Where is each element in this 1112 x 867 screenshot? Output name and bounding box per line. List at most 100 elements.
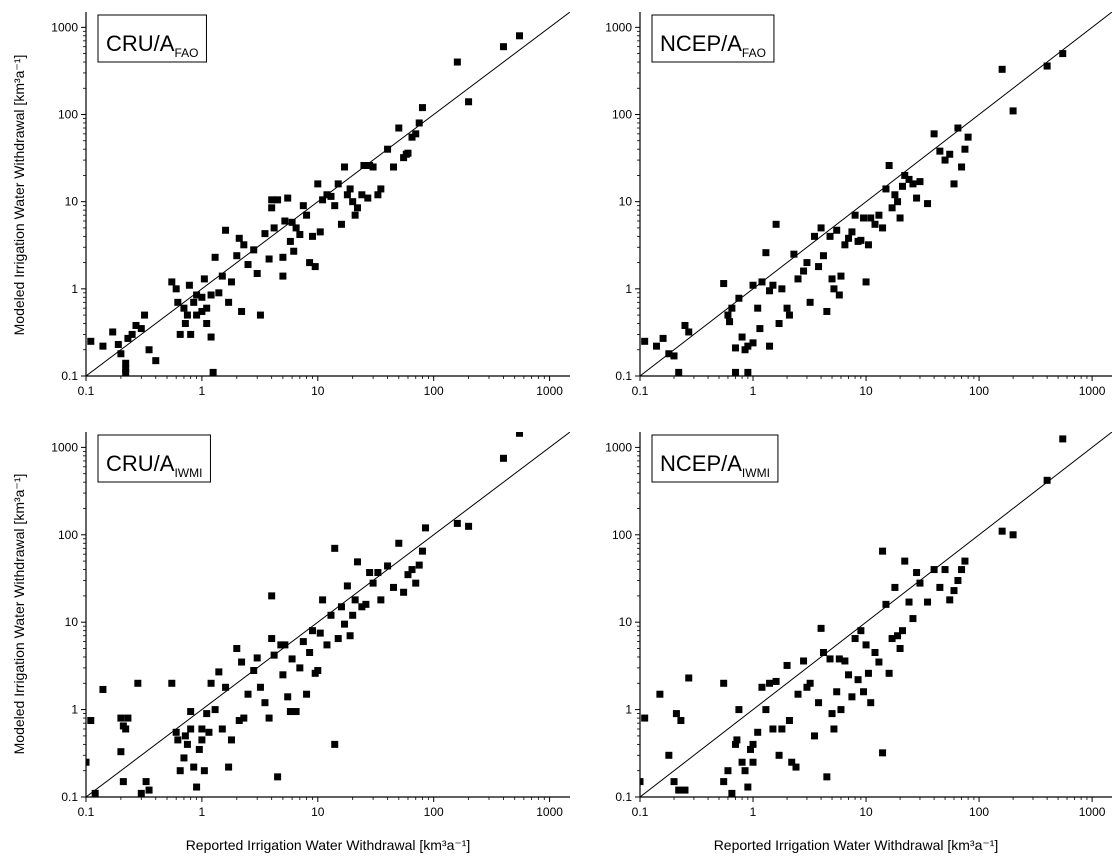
data-point bbox=[1059, 50, 1067, 58]
data-point bbox=[800, 267, 808, 275]
data-point bbox=[677, 717, 685, 725]
data-point bbox=[453, 519, 461, 527]
data-point bbox=[168, 278, 176, 286]
data-point bbox=[851, 635, 859, 643]
y-tick-label: 0.1 bbox=[615, 790, 632, 804]
x-tick-label: 100 bbox=[424, 805, 444, 819]
data-point bbox=[174, 298, 182, 306]
data-point bbox=[916, 178, 924, 186]
data-point bbox=[778, 285, 786, 293]
data-point bbox=[728, 304, 736, 312]
one-to-one-line bbox=[640, 432, 1112, 797]
data-point bbox=[358, 191, 366, 199]
x-tick-label: 10 bbox=[311, 805, 325, 819]
x-tick-label: 1 bbox=[199, 384, 206, 398]
y-tick-label: 10 bbox=[619, 195, 633, 209]
data-point bbox=[756, 325, 764, 333]
panel-label-box bbox=[97, 434, 211, 483]
data-point bbox=[762, 706, 770, 714]
data-point bbox=[200, 275, 208, 283]
data-point bbox=[190, 298, 198, 306]
y-tick-label: 1 bbox=[625, 703, 632, 717]
data-point bbox=[744, 783, 752, 791]
data-point bbox=[875, 211, 883, 219]
data-point bbox=[790, 250, 798, 258]
data-point bbox=[316, 629, 324, 637]
data-point bbox=[351, 596, 359, 604]
data-point bbox=[775, 320, 783, 328]
data-point bbox=[334, 180, 342, 188]
data-point bbox=[783, 661, 791, 669]
data-point bbox=[830, 285, 838, 293]
data-point bbox=[845, 234, 853, 242]
data-point bbox=[835, 655, 843, 663]
data-point bbox=[898, 182, 906, 190]
data-point bbox=[811, 732, 819, 740]
x-tick-label: 0.1 bbox=[632, 384, 649, 398]
data-point bbox=[1043, 62, 1051, 70]
panel-3: 0.10.1 1 1 10 10 100 100 1000 1000 CRU/A IWMI bbox=[51, 432, 570, 819]
data-point bbox=[749, 740, 757, 748]
data-point bbox=[240, 241, 248, 249]
data-point bbox=[916, 579, 924, 587]
data-point bbox=[253, 269, 261, 277]
data-point bbox=[137, 789, 145, 797]
data-point bbox=[172, 728, 180, 736]
data-point bbox=[749, 281, 757, 289]
data-point bbox=[854, 676, 862, 684]
data-point bbox=[823, 773, 831, 781]
data-point bbox=[766, 342, 774, 350]
data-point bbox=[516, 32, 523, 40]
data-point bbox=[404, 149, 412, 157]
panel-label-box bbox=[651, 434, 779, 483]
data-point bbox=[281, 641, 289, 649]
data-point bbox=[404, 571, 412, 579]
data-point bbox=[891, 583, 899, 591]
data-point bbox=[187, 708, 195, 716]
data-point bbox=[1009, 531, 1017, 539]
one-to-one-line bbox=[640, 12, 1112, 376]
data-point bbox=[91, 789, 99, 797]
data-point bbox=[117, 748, 125, 756]
data-point bbox=[400, 588, 408, 596]
data-point bbox=[656, 690, 664, 698]
data-point bbox=[374, 569, 382, 577]
y-tick-label: 10 bbox=[65, 615, 79, 629]
data-point bbox=[117, 714, 125, 722]
y-tick-label: 1 bbox=[71, 282, 78, 296]
y-tick-label: 100 bbox=[612, 108, 632, 122]
data-point bbox=[207, 679, 215, 687]
data-point bbox=[187, 330, 195, 338]
data-point bbox=[885, 162, 893, 170]
data-point bbox=[198, 725, 206, 733]
data-point bbox=[193, 311, 201, 319]
data-point bbox=[253, 654, 261, 662]
data-point bbox=[681, 321, 689, 329]
data-point bbox=[744, 342, 752, 350]
data-point bbox=[207, 333, 215, 341]
data-point bbox=[327, 611, 335, 619]
data-point bbox=[176, 767, 184, 775]
data-point bbox=[766, 679, 774, 687]
data-point bbox=[337, 220, 345, 228]
data-point bbox=[898, 627, 906, 635]
data-point bbox=[303, 211, 311, 219]
data-point bbox=[732, 368, 740, 376]
data-point bbox=[268, 196, 276, 204]
panel-4: 0.10.1 1 1 10 10 100 100 1000 1000 NCEP/A IWMI bbox=[605, 432, 1112, 819]
data-point bbox=[891, 191, 899, 199]
data-point bbox=[341, 163, 349, 171]
data-point bbox=[331, 740, 339, 748]
x-tick-label: 1000 bbox=[1079, 805, 1106, 819]
data-point bbox=[137, 325, 145, 333]
data-point bbox=[119, 778, 127, 786]
data-point bbox=[862, 278, 870, 286]
data-point bbox=[754, 728, 762, 736]
data-point bbox=[277, 641, 285, 649]
data-point bbox=[311, 263, 319, 271]
panel-label-sub: FAO bbox=[742, 46, 766, 60]
data-point bbox=[828, 275, 836, 283]
data-point bbox=[141, 311, 149, 319]
data-point bbox=[308, 627, 316, 635]
data-point bbox=[758, 278, 766, 286]
